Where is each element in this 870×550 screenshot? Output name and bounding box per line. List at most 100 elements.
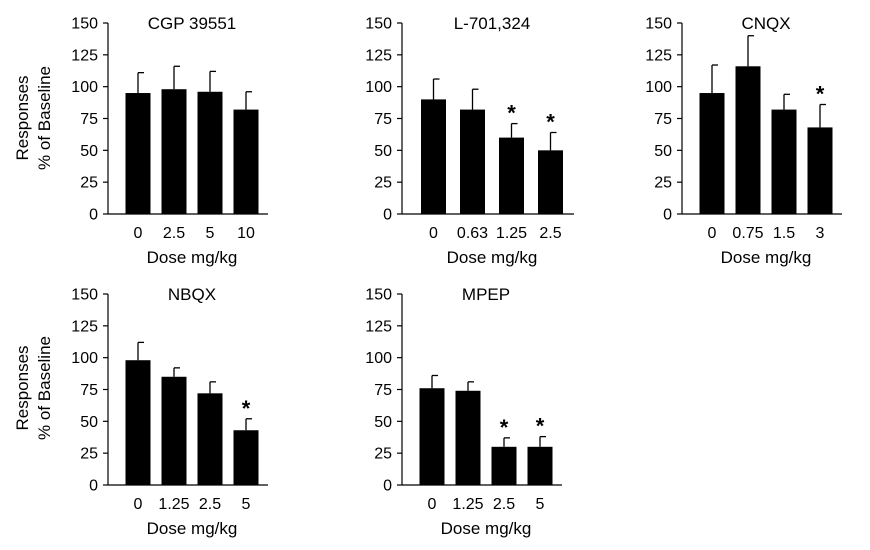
y-tick-label: 75: [374, 382, 392, 399]
y-tick-label: 150: [71, 16, 98, 33]
y-tick-label: 50: [654, 143, 672, 160]
bar: [491, 446, 517, 485]
significance-star: *: [507, 101, 516, 126]
y-tick-label: 150: [365, 287, 392, 304]
x-axis-label: Dose mg/kg: [447, 248, 538, 267]
bar: [161, 89, 187, 214]
y-tick-label: 50: [374, 143, 392, 160]
y-tick-label: 150: [71, 287, 98, 304]
y-tick-label: 100: [365, 79, 392, 96]
significance-star: *: [500, 415, 509, 440]
x-tick-label: 1.25: [496, 225, 527, 242]
y-tick-label: 0: [89, 207, 98, 224]
y-tick-label: 75: [374, 111, 392, 128]
x-tick-label: 10: [237, 225, 255, 242]
bar: [233, 109, 259, 214]
bar: [771, 109, 797, 214]
y-tick-label: 100: [365, 350, 392, 367]
x-tick-label: 1.25: [452, 496, 483, 513]
ylabel-bottom-line2: % of Baseline: [35, 336, 54, 440]
y-tick-label: 100: [71, 350, 98, 367]
x-tick-label: 2.5: [539, 225, 561, 242]
ylabel-top-line2: % of Baseline: [35, 66, 54, 170]
significance-star: *: [816, 81, 825, 106]
y-tick-label: 50: [374, 414, 392, 431]
y-tick-label: 100: [645, 79, 672, 96]
x-axis-label: Dose mg/kg: [147, 519, 238, 538]
chart-title: CNQX: [741, 14, 790, 33]
chart-panel-5: 0 25 50 75 100 125 150 MPEP 0 1.25 2.5 * 5 * Dose mg/k…: [365, 285, 562, 538]
x-tick-label: 0: [134, 496, 143, 513]
chart-title: L-701,324: [454, 14, 531, 33]
bar: [699, 93, 725, 214]
x-tick-label: 2.5: [163, 225, 185, 242]
y-tick-label: 125: [71, 47, 98, 64]
y-tick-label: 0: [383, 478, 392, 495]
y-tick-label: 25: [374, 446, 392, 463]
x-tick-label: 1.5: [773, 225, 795, 242]
significance-star: *: [546, 110, 555, 135]
bar: [735, 66, 761, 214]
significance-star: *: [242, 396, 251, 421]
x-tick-label: 0: [429, 225, 438, 242]
chart-title: MPEP: [462, 285, 510, 304]
y-tick-label: 125: [365, 47, 392, 64]
y-tick-label: 75: [80, 382, 98, 399]
x-tick-label: 0: [428, 496, 437, 513]
x-tick-label: 0: [134, 225, 143, 242]
y-tick-label: 25: [80, 175, 98, 192]
chart-panel-4: 0 25 50 75 100 125 150 NBQX 0 1.25 2.5 5 * Dose mg/kg: [71, 285, 268, 538]
x-tick-label: 5: [242, 496, 251, 513]
chart-title: NBQX: [168, 285, 216, 304]
bar: [460, 109, 485, 214]
bar: [125, 93, 151, 214]
bar: [499, 137, 524, 214]
x-tick-label: 5: [536, 496, 545, 513]
significance-star: *: [536, 414, 545, 439]
chart-panel-3: 0 25 50 75 100 125 150 CNQX 0 0.75 1.5 3 * Dose mg/kg: [645, 14, 842, 267]
bar: [233, 430, 259, 485]
x-tick-label: 2.5: [199, 496, 221, 513]
y-tick-label: 50: [80, 143, 98, 160]
bar: [807, 127, 833, 214]
y-tick-label: 125: [645, 47, 672, 64]
bar: [527, 446, 553, 485]
y-tick-label: 25: [654, 175, 672, 192]
y-tick-label: 150: [365, 16, 392, 33]
x-axis-label: Dose mg/kg: [441, 519, 532, 538]
bar: [161, 376, 187, 485]
bar: [197, 393, 223, 485]
bar: [455, 390, 481, 485]
x-tick-label: 0.75: [732, 225, 763, 242]
x-tick-label: 2.5: [493, 496, 515, 513]
x-axis-label: Dose mg/kg: [721, 248, 812, 267]
bar: [125, 360, 151, 485]
y-tick-label: 125: [365, 318, 392, 335]
y-tick-label: 125: [71, 318, 98, 335]
chart-panel-1: 0 25 50 75 100 125 150 CGP 39551 0 2.5 5 10 Dose mg/…: [71, 14, 268, 267]
y-tick-label: 0: [383, 207, 392, 224]
y-tick-label: 75: [654, 111, 672, 128]
x-axis-label: Dose mg/kg: [147, 248, 238, 267]
ylabel-bottom-line1: Responses: [13, 345, 32, 430]
y-tick-label: 0: [89, 478, 98, 495]
y-tick-label: 25: [374, 175, 392, 192]
y-tick-label: 25: [80, 446, 98, 463]
x-tick-label: 0: [708, 225, 717, 242]
chart-panel-2: 0 25 50 75 100 125 150 L-701,324 0 0.63 1.25 * 2.5 * D…: [365, 14, 574, 267]
x-tick-label: 3: [816, 225, 825, 242]
bar: [538, 150, 563, 214]
bar: [421, 99, 446, 214]
y-tick-label: 0: [663, 207, 672, 224]
x-tick-label: 0.63: [457, 225, 488, 242]
chart-title: CGP 39551: [148, 14, 237, 33]
x-tick-label: 1.25: [158, 496, 189, 513]
x-tick-label: 5: [206, 225, 215, 242]
y-tick-label: 100: [71, 79, 98, 96]
ylabel-top-line1: Responses: [13, 75, 32, 160]
y-tick-label: 75: [80, 111, 98, 128]
y-tick-label: 50: [80, 414, 98, 431]
bar: [419, 388, 445, 485]
